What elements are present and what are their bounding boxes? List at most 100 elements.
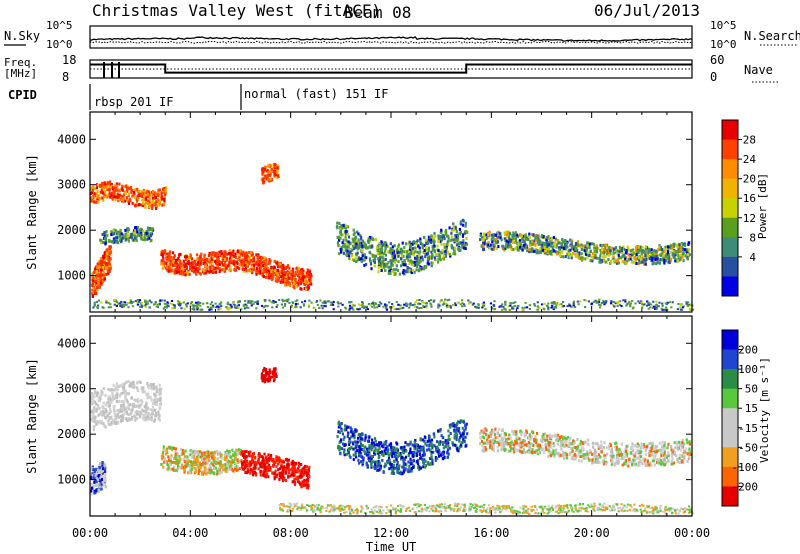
range-cell bbox=[430, 303, 433, 306]
range-cell bbox=[279, 280, 282, 284]
range-cell bbox=[250, 267, 253, 271]
range-cell bbox=[355, 242, 358, 246]
range-cell bbox=[679, 253, 683, 257]
range-cell bbox=[667, 249, 670, 253]
range-cell bbox=[228, 252, 231, 255]
colorbar-swatch bbox=[722, 256, 738, 277]
range-cell bbox=[113, 303, 116, 306]
range-cell bbox=[151, 401, 155, 405]
range-cell bbox=[339, 302, 342, 305]
range-cell bbox=[102, 387, 105, 390]
range-cell bbox=[99, 462, 102, 466]
range-cell bbox=[613, 305, 616, 308]
range-cell bbox=[137, 404, 140, 408]
range-cell bbox=[171, 264, 175, 267]
range-cell bbox=[598, 257, 601, 261]
range-cell bbox=[382, 265, 386, 269]
range-cell bbox=[409, 302, 412, 305]
range-cell bbox=[421, 255, 424, 259]
range-cell bbox=[258, 263, 261, 267]
range-cell bbox=[97, 399, 100, 403]
range-cell bbox=[266, 175, 269, 179]
range-cell bbox=[91, 410, 94, 414]
range-cell bbox=[585, 248, 588, 252]
range-cell bbox=[512, 248, 515, 251]
range-cell bbox=[173, 269, 176, 273]
range-cell bbox=[536, 305, 540, 308]
range-cell bbox=[691, 308, 694, 311]
range-cell bbox=[262, 264, 265, 267]
range-cell bbox=[427, 246, 430, 250]
range-cell bbox=[437, 306, 440, 309]
range-cell bbox=[628, 255, 631, 259]
range-cell bbox=[353, 231, 356, 235]
range-cell bbox=[512, 307, 515, 310]
range-cell bbox=[162, 449, 165, 453]
range-cell bbox=[668, 245, 671, 249]
range-cell bbox=[441, 251, 444, 255]
range-cell bbox=[101, 461, 104, 465]
range-cell bbox=[196, 460, 199, 464]
range-cell bbox=[414, 301, 417, 303]
range-cell bbox=[242, 250, 245, 254]
range-cell bbox=[346, 232, 349, 236]
range-cell bbox=[400, 254, 403, 258]
range-cell bbox=[616, 252, 619, 256]
range-cell bbox=[208, 454, 211, 458]
range-cell bbox=[161, 258, 165, 262]
range-cell bbox=[191, 265, 194, 269]
range-cell bbox=[564, 255, 567, 258]
range-cell bbox=[467, 299, 470, 302]
range-cell bbox=[398, 250, 401, 254]
range-cell bbox=[106, 234, 109, 237]
range-cell bbox=[457, 302, 460, 305]
range-cell bbox=[352, 308, 355, 311]
range-cell bbox=[461, 305, 464, 308]
range-cell bbox=[126, 229, 129, 233]
range-cell bbox=[465, 237, 468, 240]
range-cell bbox=[143, 190, 146, 194]
range-cell bbox=[183, 307, 186, 310]
range-cell bbox=[163, 187, 166, 190]
range-cell bbox=[439, 300, 442, 303]
range-cell bbox=[146, 237, 149, 241]
range-cell bbox=[252, 268, 255, 272]
range-cell bbox=[654, 259, 657, 263]
range-cell bbox=[274, 169, 277, 173]
range-cell bbox=[161, 253, 164, 257]
range-cell bbox=[146, 302, 149, 305]
range-cell bbox=[395, 308, 398, 311]
range-cell bbox=[564, 239, 567, 243]
range-cell bbox=[190, 261, 193, 265]
range-cell bbox=[646, 300, 649, 303]
range-cell bbox=[652, 300, 655, 303]
range-cell bbox=[641, 306, 644, 309]
range-cell bbox=[340, 250, 343, 254]
range-cell bbox=[545, 238, 548, 242]
range-cell bbox=[607, 258, 610, 262]
range-cell bbox=[411, 260, 414, 264]
range-cell bbox=[460, 222, 463, 226]
range-cell bbox=[458, 227, 461, 231]
range-cell bbox=[661, 304, 664, 307]
range-cell bbox=[109, 410, 113, 414]
range-cell bbox=[612, 301, 615, 303]
range-cell bbox=[308, 270, 311, 274]
range-cell bbox=[687, 250, 690, 254]
range-cell bbox=[279, 271, 282, 275]
range-cell bbox=[251, 252, 254, 256]
range-cell bbox=[646, 304, 649, 307]
range-cell bbox=[599, 260, 602, 264]
range-cell bbox=[234, 453, 237, 456]
range-cell bbox=[140, 189, 143, 193]
range-cell bbox=[189, 304, 192, 307]
range-cell bbox=[425, 305, 428, 307]
range-cell bbox=[223, 468, 226, 472]
range-cell bbox=[376, 249, 379, 252]
range-cell bbox=[543, 302, 546, 305]
range-cell bbox=[236, 262, 239, 266]
range-cell bbox=[449, 238, 452, 242]
range-cell bbox=[533, 239, 536, 243]
range-cell bbox=[456, 243, 459, 247]
range-cell bbox=[583, 249, 586, 253]
